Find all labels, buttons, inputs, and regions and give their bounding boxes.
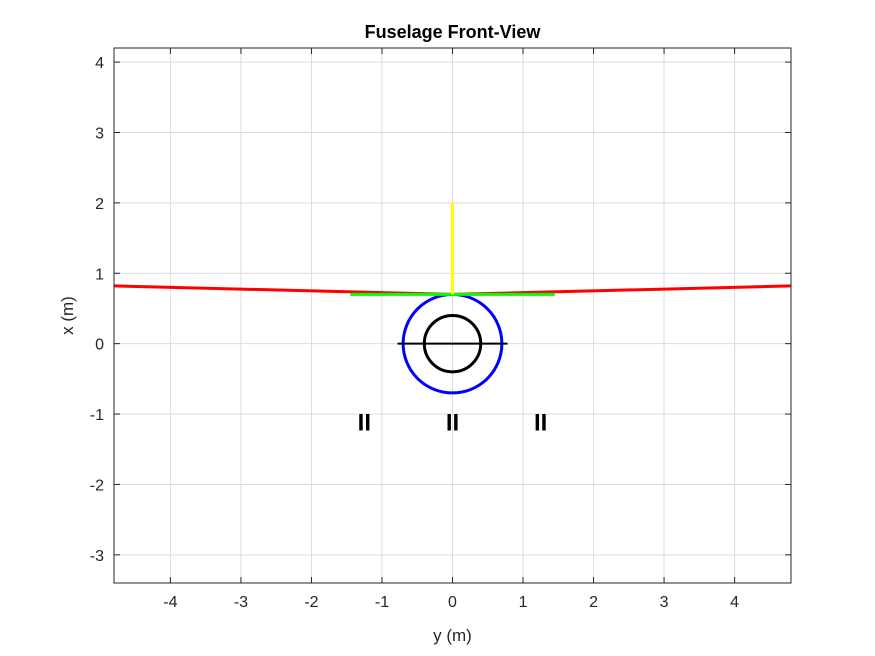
y-tick-label: -1 bbox=[90, 407, 104, 424]
x-tick-label: 2 bbox=[589, 594, 598, 611]
x-tick-label: 1 bbox=[519, 594, 528, 611]
annotation-label-1: II bbox=[446, 410, 459, 437]
y-tick-label: 2 bbox=[95, 196, 104, 213]
y-tick-label: -2 bbox=[90, 477, 104, 494]
x-tick-label: -3 bbox=[234, 594, 248, 611]
x-tick-label: -4 bbox=[163, 594, 177, 611]
annotation-label-2: II bbox=[534, 410, 547, 437]
y-tick-label: 0 bbox=[95, 337, 104, 354]
ticks: -4 -3 -2 -1 0 1 2 3 4 -3 -2 -1 0 1 2 3 4 bbox=[90, 48, 791, 611]
x-tick-label: 3 bbox=[660, 594, 669, 611]
x-tick-label: 0 bbox=[448, 594, 457, 611]
series-group bbox=[113, 202, 792, 395]
x-tick-label: -2 bbox=[304, 594, 318, 611]
y-tick-label: -3 bbox=[90, 548, 104, 565]
annotations: II II II bbox=[358, 410, 548, 437]
y-tick-label: 1 bbox=[95, 266, 104, 283]
x-tick-label: -1 bbox=[375, 594, 389, 611]
annotation-label-0: II bbox=[358, 410, 371, 437]
x-axis-label: y (m) bbox=[433, 626, 472, 645]
chart-title: Fuselage Front-View bbox=[365, 22, 542, 42]
x-tick-label: 4 bbox=[730, 594, 739, 611]
y-tick-label: 3 bbox=[95, 125, 104, 142]
y-tick-label: 4 bbox=[95, 55, 104, 72]
y-axis-label: x (m) bbox=[58, 296, 77, 335]
